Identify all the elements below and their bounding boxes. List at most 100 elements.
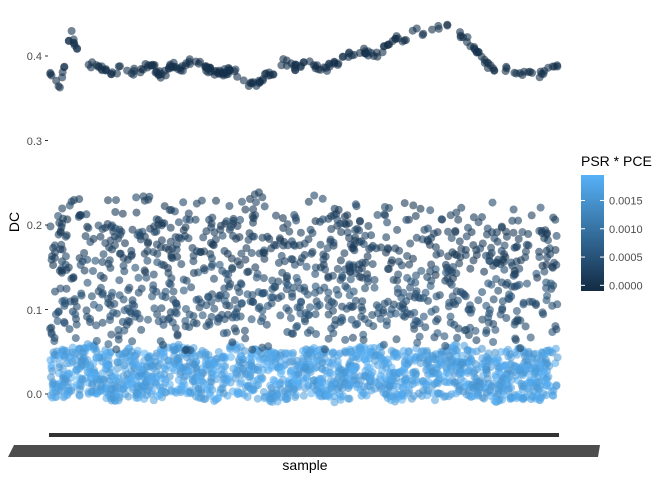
data-point [135,314,144,323]
data-point [171,233,180,242]
data-point [248,345,257,354]
data-point [469,256,478,265]
data-point [238,197,246,206]
data-point [508,216,517,225]
data-point [56,284,65,293]
data-point [63,386,72,395]
data-point [419,312,428,321]
data-point [208,260,217,269]
data-point [405,374,414,383]
data-point [144,315,152,324]
data-point [113,69,121,78]
x-tick-labels-overlap [8,445,600,457]
data-point [153,392,162,401]
data-point [448,248,457,257]
data-point [423,386,432,395]
data-point [384,265,393,273]
data-point [425,240,434,249]
data-point [81,232,90,241]
data-point [402,215,411,224]
data-point [544,63,553,72]
data-point [393,284,402,293]
data-point [124,392,133,401]
data-point [520,380,529,389]
data-point [536,396,544,405]
data-point [553,300,562,309]
data-point [137,325,146,334]
data-point [291,393,300,402]
data-point [475,383,484,392]
data-point [251,263,260,272]
data-point [363,277,372,286]
data-point [191,381,200,390]
data-point [286,314,295,323]
data-point [513,350,522,359]
data-point [89,267,97,275]
data-point [276,311,285,320]
data-point [345,219,353,228]
data-point [133,231,142,240]
data-point [391,309,400,318]
data-point [360,315,369,324]
data-point [258,343,267,352]
data-point [89,234,98,243]
data-point [296,258,305,267]
data-point [223,328,231,337]
data-point [114,234,123,243]
data-point [542,296,551,305]
data-point [537,226,546,235]
data-point [99,250,108,259]
data-point [153,372,162,381]
data-point [466,308,475,317]
data-point [307,351,316,360]
data-point [131,263,140,272]
data-point [149,281,158,290]
data-point [449,263,457,271]
data-point [55,218,64,227]
data-point [296,309,305,318]
data-point [246,370,255,379]
data-point [134,273,143,282]
data-point [58,204,67,213]
data-point [514,234,523,243]
data-point [204,292,213,301]
data-point [83,312,91,321]
data-point [450,369,459,378]
data-point [382,321,391,330]
data-point [104,259,113,268]
data-point [127,347,136,356]
data-point [142,273,151,282]
data-point [114,326,123,334]
data-point [283,220,292,229]
data-point [92,353,101,362]
data-point [98,318,107,327]
data-point [502,280,511,289]
data-point [145,192,154,201]
data-point [207,312,216,321]
data-point [304,197,313,206]
data-point [58,257,66,266]
data-point [108,288,117,297]
data-point [393,351,402,360]
data-point [101,66,110,75]
data-point [459,387,468,396]
data-point [64,369,73,378]
data-point [519,298,528,307]
data-point [171,299,180,308]
data-point [183,389,192,398]
data-point [283,280,292,289]
data-point [500,250,509,259]
data-point [92,61,101,70]
data-point [458,360,467,369]
data-point [519,394,527,403]
data-point [478,239,487,248]
data-point [443,21,452,30]
points-layer [46,20,562,407]
data-point [405,260,414,269]
data-point [243,290,252,299]
data-point [249,385,258,393]
data-point [407,277,416,286]
data-point [421,288,430,297]
data-point [50,241,59,250]
data-point [176,370,185,379]
